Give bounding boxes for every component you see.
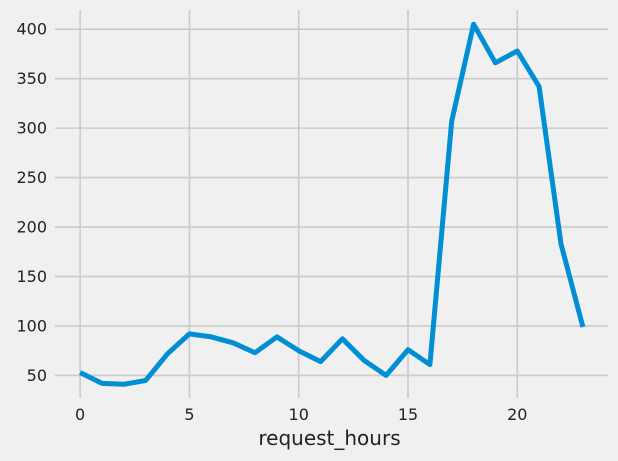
y-tick-label: 200 bbox=[16, 218, 47, 237]
x-tick-label: 20 bbox=[507, 405, 527, 424]
y-tick-label: 350 bbox=[16, 69, 47, 88]
x-tick-label: 0 bbox=[75, 405, 85, 424]
y-tick-label: 150 bbox=[16, 267, 47, 286]
x-tick-label: 15 bbox=[398, 405, 418, 424]
y-tick-label: 100 bbox=[16, 316, 47, 335]
x-tick-label: 10 bbox=[289, 405, 309, 424]
x-tick-label: 5 bbox=[184, 405, 194, 424]
tick-labels: 50 100 150 200 250 300 350 400 0 5 10 15 20 bbox=[16, 20, 527, 424]
y-tick-label: 250 bbox=[16, 168, 47, 187]
x-axis-label: request_hours bbox=[258, 426, 400, 450]
y-tick-label: 300 bbox=[16, 119, 47, 138]
gridlines bbox=[55, 10, 608, 398]
y-tick-label: 50 bbox=[27, 366, 47, 385]
series-group bbox=[78, 21, 586, 387]
y-tick-label: 400 bbox=[16, 20, 47, 39]
series-line bbox=[78, 21, 586, 387]
